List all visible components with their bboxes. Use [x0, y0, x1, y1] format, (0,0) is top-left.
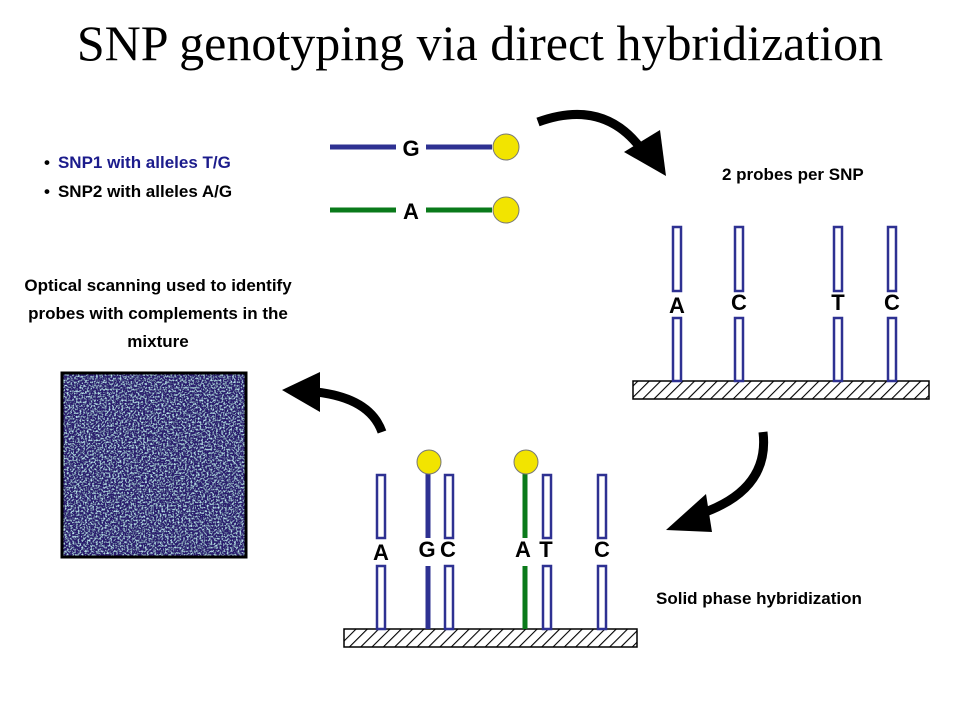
bottom-label-2: G — [418, 537, 435, 562]
slide-title: SNP genotyping via direct hybridization — [76, 15, 884, 71]
bottom-label-4: A — [515, 537, 531, 562]
bottom-label-6: C — [594, 537, 610, 562]
optical-scanning-caption: Optical scanning used to identify probes… — [24, 276, 292, 351]
probes-per-snp-caption: 2 probes per SNP — [722, 165, 864, 184]
top-probe-label-4: C — [884, 290, 900, 315]
bottom-label-3: C — [440, 537, 456, 562]
arrow-to-hybridization-icon — [666, 431, 769, 532]
probe-array-bottom: A G C A T C — [343, 449, 638, 648]
bead-a — [513, 449, 539, 475]
target-label-a: A — [403, 199, 419, 224]
bead-g — [416, 449, 442, 475]
scanned-array-image — [60, 371, 248, 559]
target-strand-a: A — [330, 196, 520, 225]
bullet-snp1: SNP1 with alleles T/G — [44, 148, 232, 177]
arrow-to-scan-icon — [282, 372, 387, 434]
snp-bullet-list: SNP1 with alleles T/G SNP2 with alleles … — [44, 148, 232, 206]
target-strand-g: G — [330, 133, 520, 162]
top-probe-label-1: A — [669, 293, 685, 318]
bullet-snp2: SNP2 with alleles A/G — [44, 177, 232, 206]
top-probe-label-3: T — [831, 290, 845, 315]
target-label-g: G — [402, 136, 419, 161]
arrow-to-array-icon — [536, 109, 666, 176]
probe-array-top: A C T C — [632, 225, 930, 400]
solid-support-bottom — [343, 628, 638, 648]
solid-phase-caption: Solid phase hybridization — [656, 589, 862, 608]
bottom-label-1: A — [373, 540, 389, 565]
bottom-label-5: T — [539, 537, 553, 562]
solid-support-top — [632, 380, 930, 400]
top-probe-label-2: C — [731, 290, 747, 315]
